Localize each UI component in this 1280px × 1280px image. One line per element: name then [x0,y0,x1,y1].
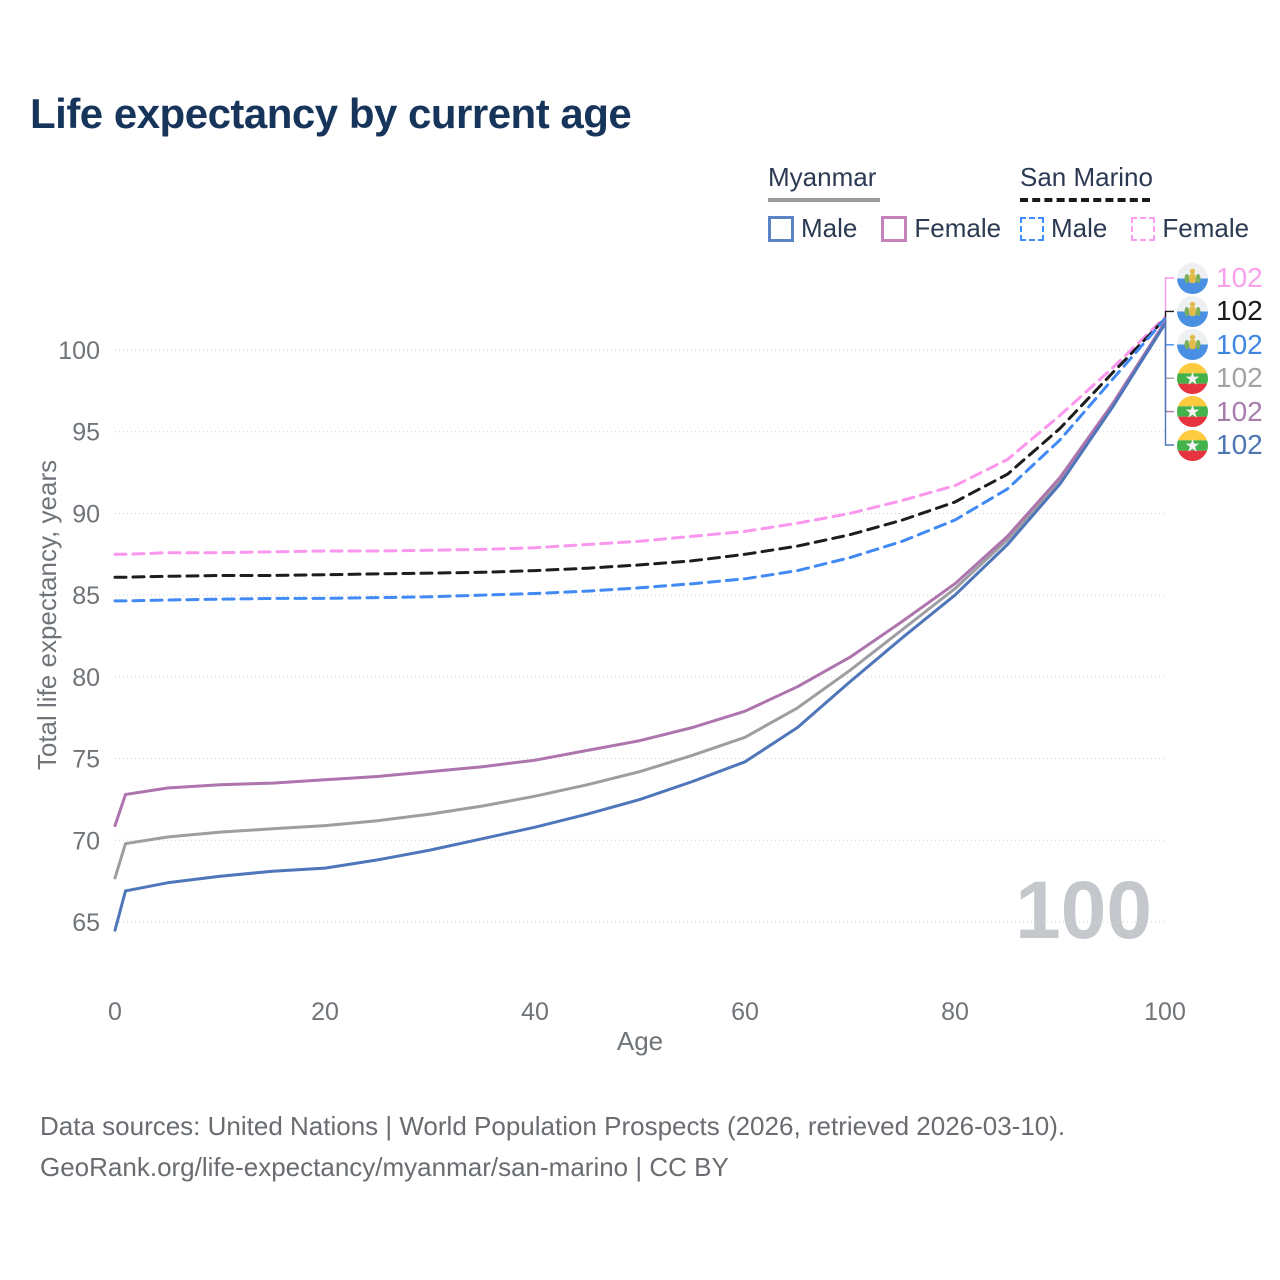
end-label-leader-myanmar-total [1164,317,1174,379]
legend-item-myanmar-female[interactable]: Female [881,213,1001,244]
x-tick-label: 20 [311,998,339,1026]
legend-swatch-myanmar-female[interactable] [881,215,908,242]
end-label-leader-myanmar-female [1164,317,1174,413]
legend-swatch-san-marino-male[interactable] [1020,216,1044,241]
legend-label-myanmar-male: Male [801,213,858,243]
series-line-myanmar-total [113,320,1167,880]
legend-item-san-marino-male[interactable]: Male [1020,213,1107,244]
y-axis-title: Total life expectancy, years [32,459,62,771]
y-tick-label: 85 [72,582,100,610]
y-tick-label: 90 [72,500,100,528]
series-line-san-marino-female [113,315,1167,556]
legend-label-myanmar-female: Female [914,213,1002,243]
end-label-leader-myanmar-male [1164,317,1174,446]
x-tick-label: 100 [1144,998,1186,1026]
y-tick-label: 65 [72,909,100,937]
legend-title-myanmar: Myanmar [768,162,877,192]
y-tick-label: 80 [72,664,100,692]
legend-swatch-myanmar-male[interactable] [768,215,794,242]
x-tick-label: 40 [521,998,549,1026]
y-tick-label: 75 [72,746,100,774]
end-label-leader-san-marino-total [1164,310,1174,318]
legend-label-san-marino-male: Male [1051,213,1108,243]
x-tick-label: 0 [108,998,122,1026]
x-axis-title: Age [616,1026,664,1056]
legend-group-myanmar: Myanmar Male Female [768,162,1001,244]
footer-url: GeoRank.org/life-expectancy/myanmar/san-… [40,1152,729,1182]
legend-title-san-marino: San Marino [1020,162,1153,192]
legend-swatch-san-marino-female[interactable] [1131,216,1156,241]
legend-item-san-marino-female[interactable]: Female [1131,213,1249,244]
series-line-san-marino-male [113,317,1167,603]
footer-sources: Data sources: United Nations | World Pop… [40,1111,1066,1141]
end-label-leader-san-marino-male [1164,317,1174,346]
legend-underline-myanmar-solid [768,198,880,202]
end-label-leader-san-marino-female [1164,277,1174,318]
page-title: Life expectancy by current age [30,90,632,137]
legend-item-myanmar-male[interactable]: Male [768,213,857,244]
legend-items-myanmar: Male Female [768,213,1001,244]
legend-label-san-marino-female: Female [1162,213,1250,243]
y-tick-label: 70 [72,827,100,855]
series-line-myanmar-male [113,322,1167,932]
age-watermark: 100 [1015,865,1152,956]
legend-items-san-marino: Male Female [1020,213,1249,244]
legend-underline-san-marino-dashed [1020,198,1150,202]
footer: Data sources: United Nations | World Pop… [40,1106,1065,1188]
series-line-san-marino-total [113,317,1167,579]
x-tick-label: 60 [731,998,759,1026]
series-line-myanmar-female [113,320,1167,828]
x-tick-label: 80 [941,998,969,1026]
legend-group-san-marino: San Marino Male Female [1020,162,1249,244]
y-tick-label: 100 [58,337,100,365]
y-tick-label: 95 [72,419,100,447]
